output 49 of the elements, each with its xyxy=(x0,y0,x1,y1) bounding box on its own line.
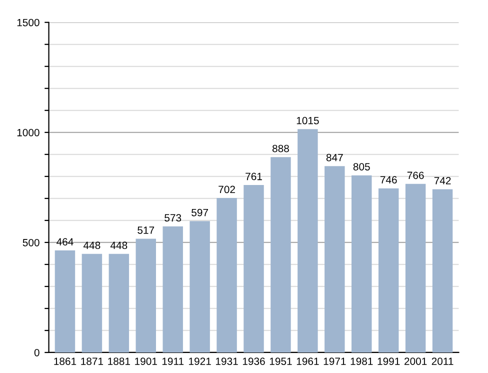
bar xyxy=(216,198,237,352)
bar xyxy=(298,129,318,352)
bar xyxy=(270,157,291,352)
data-label: 448 xyxy=(110,242,128,250)
x-tick-label: 1951 xyxy=(270,358,292,365)
y-tick-label: 1500 xyxy=(17,18,40,26)
data-label: 805 xyxy=(353,163,370,170)
x-tick-label: 2001 xyxy=(404,358,427,365)
y-tick-label: 1000 xyxy=(17,128,40,136)
bar xyxy=(244,185,264,352)
x-tick-label: 1901 xyxy=(135,358,157,365)
x-tick-label: 1961 xyxy=(296,358,319,365)
x-tick-label: 1931 xyxy=(216,358,238,365)
data-label: 597 xyxy=(192,208,208,216)
x-tick-label: 1881 xyxy=(108,358,130,365)
data-label: 448 xyxy=(84,242,100,250)
data-label: 517 xyxy=(138,226,154,234)
bar xyxy=(405,184,426,352)
bar xyxy=(432,189,453,352)
data-label: 847 xyxy=(326,154,343,162)
x-tick-label: 1921 xyxy=(189,358,211,365)
bar xyxy=(82,254,102,352)
x-tick-label: 1971 xyxy=(324,358,346,365)
x-tick-label: 1981 xyxy=(350,358,373,365)
x-tick-label: 1911 xyxy=(162,358,184,365)
data-label: 761 xyxy=(246,172,262,180)
data-label: 1015 xyxy=(296,116,319,124)
bar xyxy=(54,250,76,352)
data-label: 766 xyxy=(407,172,424,180)
y-tick-label: 0 xyxy=(34,348,40,356)
x-tick-label: 1871 xyxy=(81,358,104,365)
bar xyxy=(378,188,399,352)
data-label: 573 xyxy=(164,214,182,222)
bar xyxy=(108,254,130,352)
x-tick-label: 1936 xyxy=(242,358,265,365)
data-label: 702 xyxy=(218,186,235,194)
bar xyxy=(136,238,156,352)
bar xyxy=(324,166,345,352)
x-tick-label: 1991 xyxy=(378,358,400,365)
x-tick-label: 1861 xyxy=(54,358,76,365)
data-label: 746 xyxy=(380,176,397,184)
x-tick-label: 2011 xyxy=(432,358,454,365)
bar xyxy=(162,226,183,352)
data-label: 464 xyxy=(56,238,74,246)
bar xyxy=(190,221,210,352)
y-tick-label: 500 xyxy=(22,238,40,246)
data-label: 742 xyxy=(434,176,451,184)
bar xyxy=(352,175,372,352)
data-label: 888 xyxy=(272,144,289,152)
